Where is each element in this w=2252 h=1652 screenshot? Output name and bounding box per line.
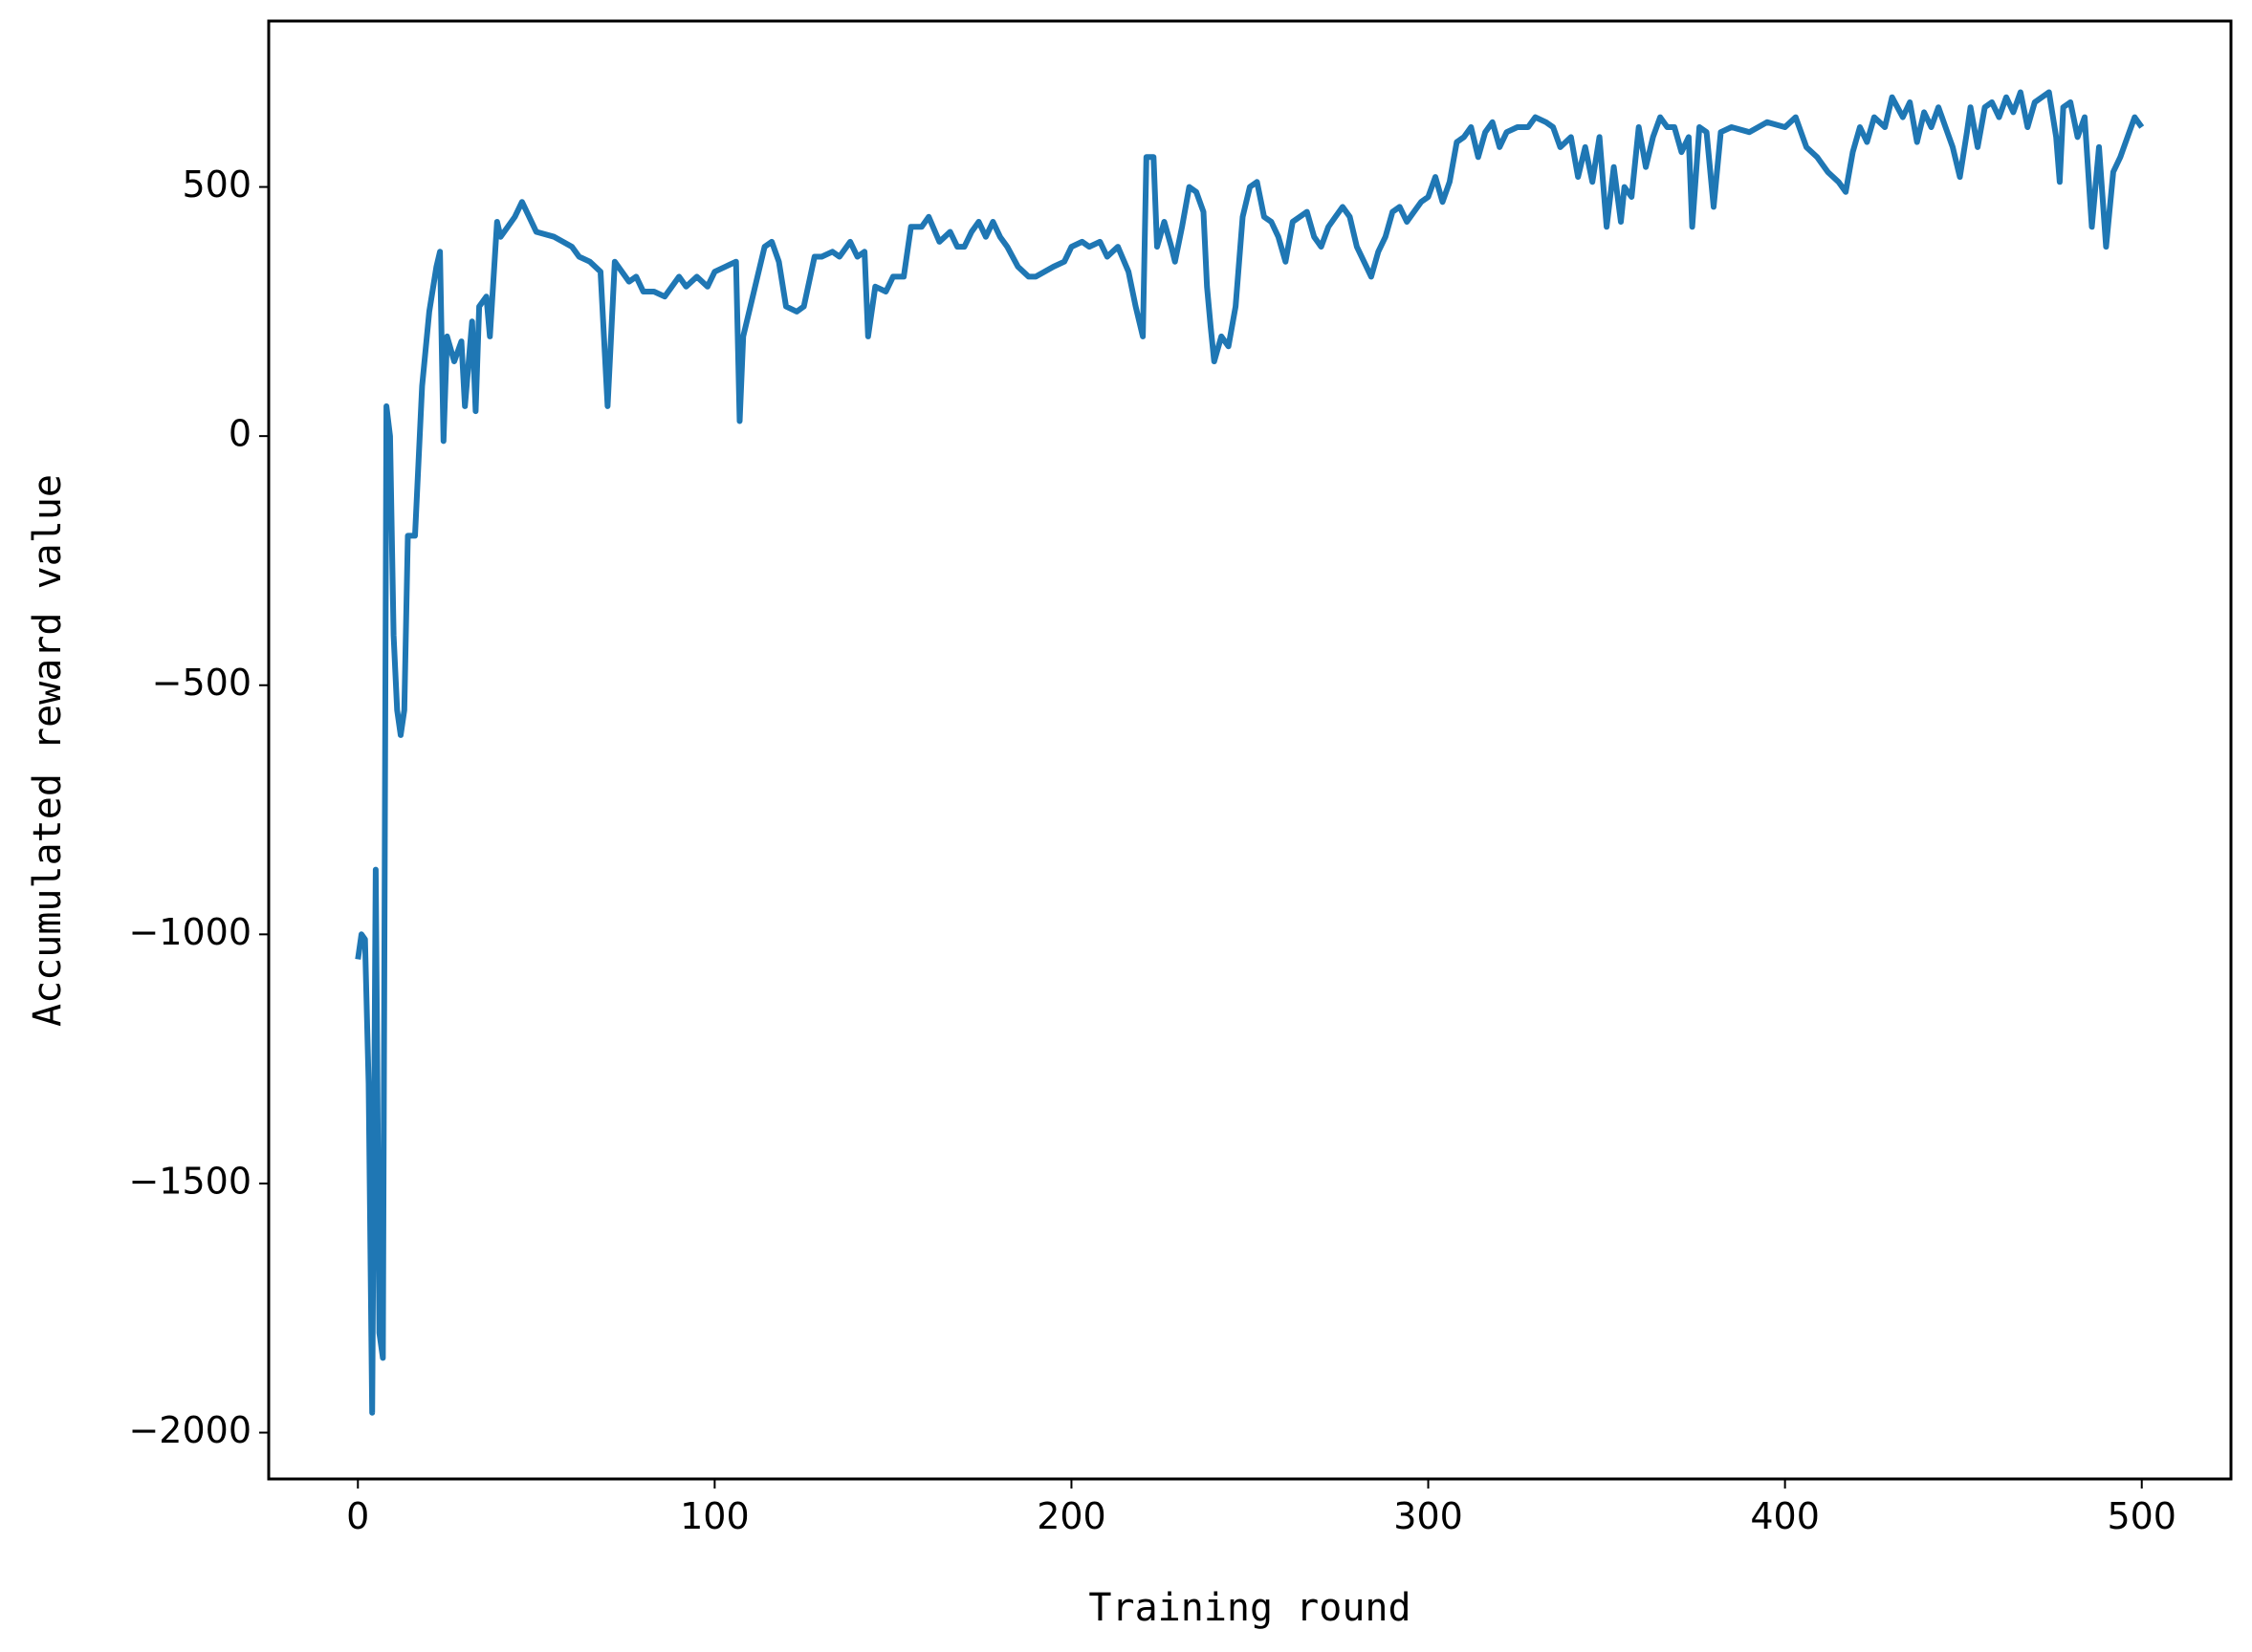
x-tick-label: 0: [346, 1495, 369, 1537]
plot-frame: [267, 19, 2233, 1481]
x-axis-label: Training round: [1088, 1586, 1410, 1630]
y-axis-label: Accumulated reward value: [26, 474, 70, 1027]
x-tick-label: 300: [1393, 1495, 1463, 1537]
y-tick-label: −500: [152, 662, 251, 704]
y-tick-label: 500: [182, 163, 251, 206]
y-tick-label: 0: [229, 413, 251, 455]
y-tick-label: −2000: [128, 1409, 251, 1451]
x-tick-label: 200: [1037, 1495, 1106, 1537]
x-tick-label: 400: [1750, 1495, 1820, 1537]
data-line: [355, 89, 2145, 1416]
y-tick-label: −1500: [128, 1160, 251, 1202]
x-tick-label: 100: [680, 1495, 750, 1537]
y-tick-label: −1000: [128, 911, 251, 953]
x-tick-label: 500: [2107, 1495, 2176, 1537]
